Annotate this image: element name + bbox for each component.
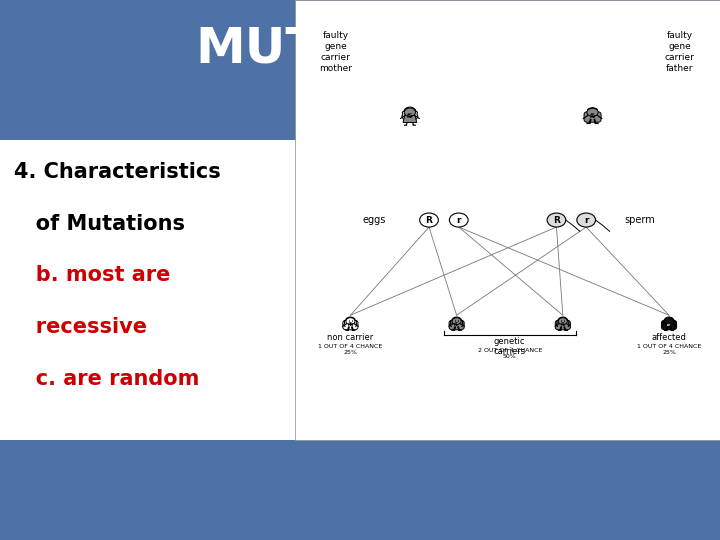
Text: Rr: Rr (407, 114, 413, 119)
Circle shape (577, 213, 595, 227)
Text: of Mutations: of Mutations (14, 214, 186, 234)
Circle shape (665, 318, 674, 325)
Circle shape (420, 213, 438, 227)
Bar (0, 140, 299, 440)
Text: affected: affected (652, 333, 686, 342)
Text: recessive: recessive (14, 317, 148, 337)
Text: 4. Characteristics: 4. Characteristics (14, 162, 221, 182)
Text: R: R (553, 215, 560, 225)
FancyBboxPatch shape (449, 320, 464, 330)
Text: 2 OUT OF 4 CHANCE
50%: 2 OUT OF 4 CHANCE 50% (477, 348, 542, 359)
Circle shape (449, 213, 468, 227)
FancyBboxPatch shape (555, 320, 570, 330)
Text: 1 OUT OF 4 CHANCE
25%: 1 OUT OF 4 CHANCE 25% (318, 344, 382, 355)
Circle shape (404, 108, 415, 117)
Text: rr: rr (667, 323, 671, 327)
Circle shape (558, 318, 567, 325)
Text: Rr: Rr (454, 323, 459, 327)
Text: r: r (456, 215, 461, 225)
Polygon shape (403, 114, 417, 123)
Text: R: R (426, 215, 433, 225)
Bar (0, 0, 720, 100)
Circle shape (587, 108, 598, 117)
Text: genetic
carriers: genetic carriers (494, 336, 526, 356)
Text: eggs: eggs (362, 215, 385, 225)
Text: b. most are: b. most are (14, 265, 171, 285)
Circle shape (346, 318, 355, 325)
Text: faulty
gene
carrier
father: faulty gene carrier father (665, 31, 695, 73)
Text: 1 OUT OF 4 CHANCE
25%: 1 OUT OF 4 CHANCE 25% (637, 344, 701, 355)
Text: Rr: Rr (589, 114, 596, 119)
FancyBboxPatch shape (343, 320, 358, 330)
Text: MUTATIONS: MUTATIONS (196, 26, 524, 74)
FancyBboxPatch shape (662, 320, 677, 330)
Text: non carrier: non carrier (328, 333, 374, 342)
Bar (295, 0, 720, 440)
Text: r: r (584, 215, 588, 225)
Text: Rr: Rr (560, 323, 565, 327)
Circle shape (452, 318, 462, 325)
Text: c. are random: c. are random (14, 369, 199, 389)
Text: faulty
gene
carrier
mother: faulty gene carrier mother (319, 31, 352, 73)
FancyBboxPatch shape (584, 112, 601, 122)
Text: sperm: sperm (624, 215, 654, 225)
Text: RR: RR (347, 323, 354, 327)
Circle shape (547, 213, 566, 227)
